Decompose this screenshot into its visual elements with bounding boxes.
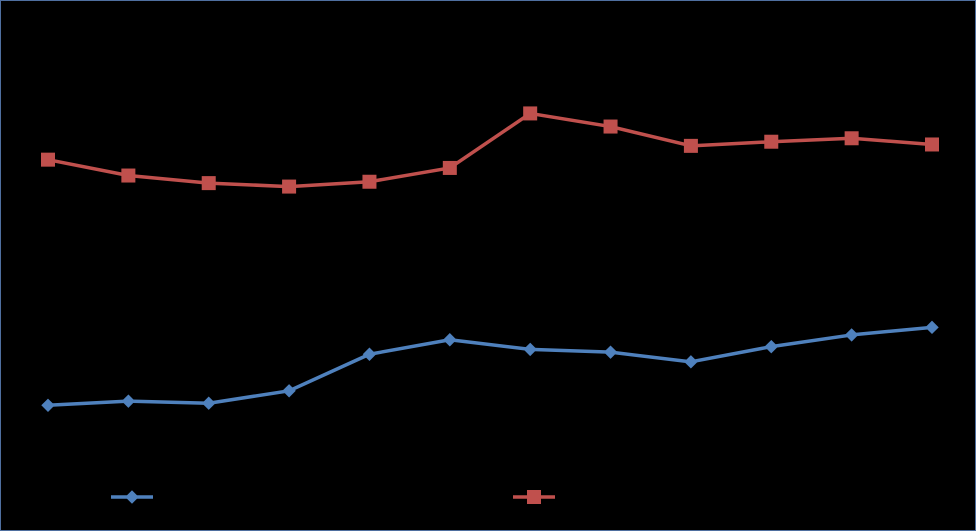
series-2-point-7	[603, 119, 618, 134]
series-2-point-6	[523, 106, 538, 121]
series-2-point-11	[925, 137, 939, 152]
series-2-point-10	[844, 131, 859, 146]
series-1-point-1	[121, 394, 136, 408]
series-2-point-1	[121, 168, 136, 183]
series-2-point-5	[442, 160, 457, 175]
series-layer	[41, 106, 939, 413]
series-1-point-11	[925, 320, 939, 335]
legend	[111, 490, 555, 504]
legend-marker-2	[527, 490, 541, 504]
axes	[43, 80, 933, 431]
series-2-point-8	[683, 138, 698, 153]
series-1-point-2	[202, 396, 216, 410]
series-2-point-0	[41, 152, 55, 167]
series-1-point-10	[844, 328, 859, 342]
legend-item-1	[111, 490, 153, 504]
series-1-point-4	[362, 347, 377, 361]
series-2-line	[46, 111, 934, 189]
series-1-point-5	[443, 333, 457, 347]
series-1-point-6	[523, 342, 537, 357]
series-1-point-9	[764, 339, 778, 354]
series-2-point-2	[201, 176, 216, 191]
series-1-point-7	[603, 345, 618, 359]
plot-area	[41, 80, 939, 431]
series-2-point-9	[764, 134, 779, 149]
series-2-point-4	[362, 174, 377, 189]
series-1-point-8	[684, 355, 698, 369]
series-1-point-3	[282, 384, 296, 398]
series-1	[41, 320, 939, 413]
legend-item-2	[513, 490, 555, 504]
series-1-line	[46, 325, 934, 408]
series-2-point-3	[282, 179, 297, 194]
series-2	[41, 106, 939, 194]
legend-marker-1	[125, 490, 139, 504]
series-1-point-0	[41, 398, 55, 413]
